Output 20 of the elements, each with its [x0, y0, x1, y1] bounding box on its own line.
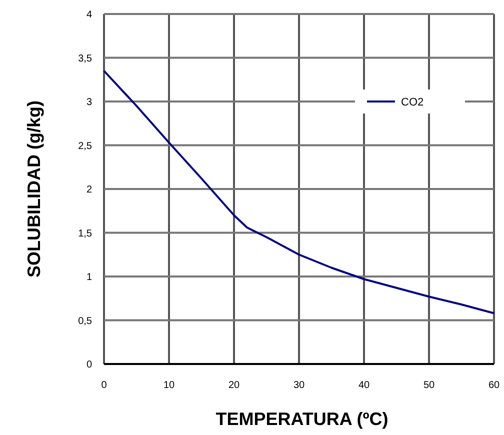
y-axis-title: SOLUBILIDAD (g/kg): [24, 100, 44, 278]
y-tick-label: 3,5: [78, 53, 92, 64]
y-tick-label: 0,5: [78, 316, 92, 327]
x-tick-label: 0: [101, 380, 108, 391]
y-tick-label: 4: [86, 10, 92, 20]
y-tick-label: 2: [86, 184, 92, 196]
line-series: [103, 70, 495, 314]
y-tick-label: 3: [86, 97, 92, 108]
x-tick-label: 10: [163, 380, 175, 391]
x-tick-label: 20: [228, 380, 240, 391]
x-axis-title: TEMPERATURA (ºC): [216, 409, 388, 429]
x-tick-label: 30: [293, 380, 305, 391]
y-tick-label: 1: [86, 272, 92, 283]
x-tick-label: 40: [358, 380, 370, 391]
legend-label: CO2: [401, 96, 424, 108]
x-tick-label: 50: [423, 380, 435, 391]
y-tick-label: 2,5: [78, 140, 92, 152]
y-tick-label: 1,5: [78, 228, 92, 240]
x-tick-label: 60: [488, 380, 500, 391]
y-tick-label: 0: [86, 360, 92, 370]
